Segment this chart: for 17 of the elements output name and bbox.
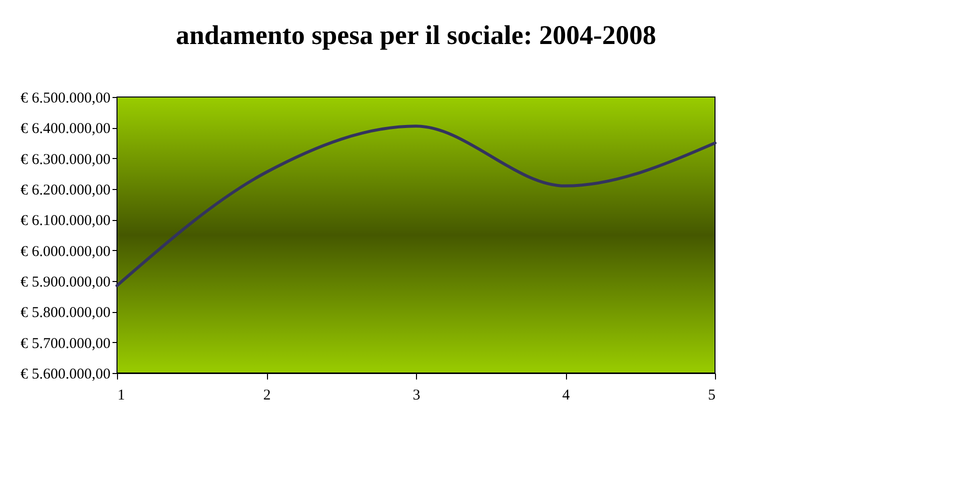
y-tick-label: € 6.500.000,00	[20, 90, 110, 106]
x-tick-label: 4	[562, 388, 570, 404]
y-tick-label: € 5.900.000,00	[20, 274, 110, 290]
x-tick-label: 2	[263, 388, 271, 404]
y-tick-label: € 6.100.000,00	[20, 213, 110, 230]
x-tick-label: 5	[708, 388, 716, 404]
y-tick-label: € 6.200.000,00	[20, 182, 110, 198]
y-tick-label: € 6.000.000,00	[20, 244, 110, 260]
y-tick-label: € 5.700.000,00	[20, 336, 110, 352]
y-tick-label: € 6.300.000,00	[20, 152, 110, 168]
line-series	[116, 124, 716, 288]
y-tick-label: € 5.800.000,00	[20, 305, 110, 322]
y-tick-label: € 5.600.000,00	[20, 366, 110, 382]
x-tick-label: 3	[412, 388, 420, 404]
y-tick-label: € 6.400.000,00	[20, 121, 110, 138]
chart-title: andamento spesa per il sociale: 2004-2008	[176, 20, 656, 50]
x-tick-label: 1	[118, 388, 125, 404]
